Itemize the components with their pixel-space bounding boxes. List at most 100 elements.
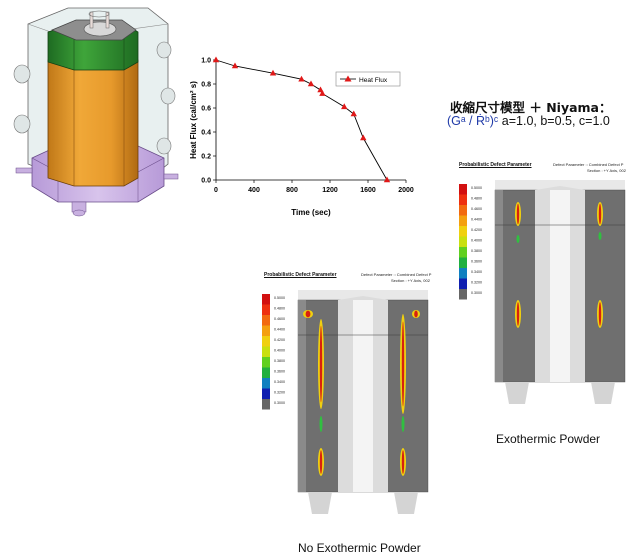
sim-header-1: Defect Parameter :: Combined Defect P: [361, 272, 432, 277]
niyama-params: a=1.0, b=0.5, c=1.0: [501, 114, 610, 128]
colorbar-label: 0.3200: [274, 391, 285, 395]
x-tick-label: 800: [286, 187, 298, 194]
colorbar-label: 0.3400: [274, 380, 285, 384]
legend-label: Heat Flux: [359, 77, 388, 84]
colorbar-label: 0.3600: [471, 260, 482, 264]
colorbar-label: 0.4400: [471, 218, 482, 222]
colorbar-label: 0.3600: [274, 370, 285, 374]
y-axis-label: Heat Flux (cal/cm² s): [189, 81, 198, 159]
colorbar-label: 0.3000: [471, 291, 482, 295]
leg-right: [591, 382, 615, 404]
colorbar-segment: [262, 388, 270, 399]
colorbar-label: 0.4600: [274, 317, 285, 321]
colorbar-segment: [459, 257, 467, 268]
colorbar-segment: [262, 357, 270, 368]
colorbar-segment: [459, 236, 467, 247]
colorbar-segment: [262, 378, 270, 389]
colorbar-segment: [459, 194, 467, 205]
colorbar-label: 0.3800: [471, 249, 482, 253]
sim-header-2: Section : +Y Axis, 002: [587, 168, 626, 173]
colorbar-label: 0.3200: [471, 281, 482, 285]
colorbar-label: 0.3000: [274, 401, 285, 405]
colorbar-segment: [262, 315, 270, 326]
colorbar-label: 0.5000: [471, 186, 482, 190]
data-point-marker: [307, 80, 315, 87]
mold-model-illustration: [13, 7, 179, 217]
data-point-marker: [341, 103, 348, 110]
data-point-marker: [231, 62, 239, 69]
colorbar-label: 0.5000: [274, 296, 285, 300]
chart-legend: Heat Flux: [335, 71, 401, 87]
orange-body: [47, 51, 139, 187]
legend-marker-icon: [344, 75, 352, 82]
y-tick-label: 0.8: [201, 82, 211, 89]
formula-expression: (Gᵃ / Ṙᵇ)ᶜ a=1.0, b=0.5, c=1.0: [447, 114, 610, 128]
colorbar-segment: [262, 294, 270, 305]
colorbar-label: 0.4600: [471, 207, 482, 211]
colorbar-segment: [459, 289, 467, 300]
x-tick-label: 1600: [360, 187, 376, 194]
data-point-marker: [269, 69, 277, 76]
caption-exothermic: Exothermic Powder: [496, 432, 601, 446]
casting-section-no-exothermic: 0.5000 0.4800 0.4600 0.4400 0.4200 0.4000 0.38…: [262, 290, 429, 514]
colorbar-label: 0.4000: [471, 239, 482, 243]
sim-title: Probabilistic Defect Parameter: [264, 272, 337, 278]
colorbar-segment: [262, 325, 270, 336]
y-tick-label: 0.2: [201, 154, 211, 161]
x-axis-label: Time (sec): [291, 208, 331, 217]
colorbar-segment: [459, 226, 467, 237]
colorbar-label: 0.4400: [274, 328, 285, 332]
colorbar-segment: [262, 304, 270, 315]
leg-right: [394, 492, 418, 514]
x-tick-label: 400: [248, 187, 260, 194]
colorbar-segment: [459, 268, 467, 279]
leg-left: [505, 382, 529, 404]
x-tick-label: 0: [214, 187, 218, 194]
caption-no-exothermic: No Exothermic Powder: [298, 541, 421, 555]
colorbar-segment: [262, 399, 270, 410]
x-tick-label: 2000: [398, 187, 414, 194]
defect-region: [598, 232, 602, 240]
colorbar-segment: [459, 247, 467, 258]
casting-section-exothermic: 0.5000 0.4800 0.4600 0.4400 0.4200 0.4000 0.38…: [459, 180, 626, 404]
data-point-marker: [212, 56, 220, 63]
x-tick-label: 1200: [322, 187, 338, 194]
leg-left: [308, 492, 332, 514]
y-tick-label: 1.0: [201, 58, 211, 65]
sim-header-1: Defect Parameter :: Combined Defect P: [553, 162, 624, 167]
formula-title: 收縮尺寸模型 ＋ Niyama：: [450, 100, 612, 115]
colorbar-label: 0.4200: [471, 228, 482, 232]
sim-panel-no-exothermic: Probabilistic Defect Parameter Defect Pa…: [258, 270, 438, 540]
sim-title: Probabilistic Defect Parameter: [459, 162, 532, 168]
heat-flux-chart: 0 400 800 1200 1600 2000 0.0 0.2 0.4 0.6 0.8 1.0 Ti…: [189, 56, 414, 217]
y-tick-label: 0.4: [201, 130, 211, 137]
colorbar-label: 0.4800: [471, 197, 482, 201]
data-point-marker: [350, 110, 357, 117]
niyama-expression: (Gᵃ / Ṙᵇ)ᶜ: [447, 114, 499, 128]
colorbar-segment: [459, 184, 467, 195]
colorbar-label: 0.4800: [274, 307, 285, 311]
colorbar-segment: [262, 346, 270, 357]
colorbar-segment: [262, 367, 270, 378]
colorbar-segment: [459, 278, 467, 289]
data-point-marker: [319, 90, 326, 96]
sim-header-2: Section : +Y Axis, 002: [391, 278, 430, 283]
casting-body: [297, 290, 429, 514]
defect-region: [319, 416, 323, 432]
y-tick-label: 0.0: [201, 178, 211, 185]
colorbar-segment: [459, 215, 467, 226]
colorbar-label: 0.4200: [274, 338, 285, 342]
sim-panel-exothermic: Probabilistic Defect Parameter Defect Pa…: [455, 160, 635, 430]
defect-region: [401, 416, 405, 432]
colorbar-segment: [459, 205, 467, 216]
colorbar-label: 0.4000: [274, 349, 285, 353]
y-tick-label: 0.6: [201, 106, 211, 113]
casting-body: [494, 180, 626, 404]
data-point-marker: [360, 134, 367, 141]
colorbar-segment: [262, 336, 270, 347]
data-point-marker: [298, 75, 305, 82]
colorbar-label: 0.3400: [471, 270, 482, 274]
defect-region: [516, 235, 520, 243]
colorbar-label: 0.3800: [274, 359, 285, 363]
data-point-marker: [383, 176, 391, 183]
